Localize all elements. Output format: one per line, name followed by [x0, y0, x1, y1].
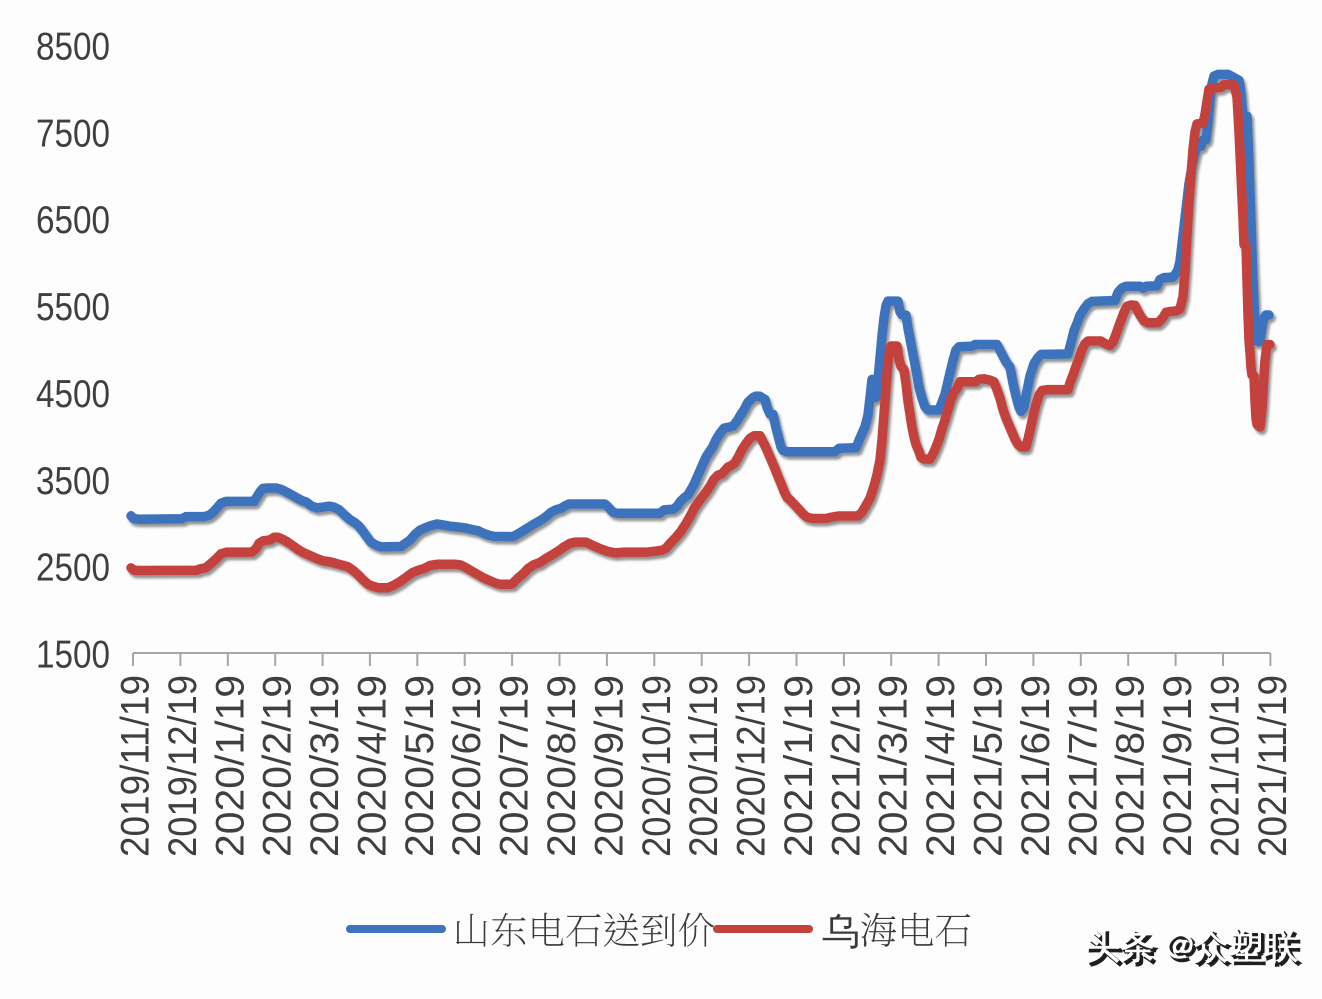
svg-text:2020/8/19: 2020/8/19 [540, 675, 584, 857]
svg-text:2020/4/19: 2020/4/19 [350, 675, 394, 857]
svg-text:2020/7/19: 2020/7/19 [493, 675, 537, 857]
svg-text:2021/3/19: 2021/3/19 [872, 675, 916, 857]
svg-text:2021/1/19: 2021/1/19 [777, 675, 821, 857]
svg-text:2021/10/19: 2021/10/19 [1204, 675, 1248, 857]
svg-text:2020/12/19: 2020/12/19 [730, 675, 774, 857]
svg-text:5500: 5500 [36, 286, 110, 329]
svg-text:2019/12/19: 2019/12/19 [161, 675, 205, 857]
svg-text:2020/11/19: 2020/11/19 [682, 675, 726, 857]
svg-text:2020/6/19: 2020/6/19 [445, 675, 489, 857]
svg-text:2020/9/19: 2020/9/19 [587, 675, 631, 857]
svg-text:2021/6/19: 2021/6/19 [1014, 675, 1058, 857]
svg-text:2021/4/19: 2021/4/19 [919, 675, 963, 857]
svg-text:2020/10/19: 2020/10/19 [635, 675, 679, 857]
svg-text:2021/7/19: 2021/7/19 [1061, 675, 1105, 857]
svg-text:2500: 2500 [36, 547, 110, 590]
svg-text:2020/3/19: 2020/3/19 [303, 675, 347, 857]
svg-text:7500: 7500 [36, 112, 110, 155]
svg-text:1500: 1500 [36, 634, 110, 677]
svg-text:3500: 3500 [36, 460, 110, 503]
svg-text:4500: 4500 [36, 373, 110, 416]
svg-text:2021/9/19: 2021/9/19 [1156, 675, 1200, 857]
svg-text:2020/1/19: 2020/1/19 [208, 675, 252, 857]
svg-text:2021/5/19: 2021/5/19 [967, 675, 1011, 857]
svg-text:2021/11/19: 2021/11/19 [1251, 675, 1295, 857]
svg-text:6500: 6500 [36, 199, 110, 242]
svg-text:2020/2/19: 2020/2/19 [256, 675, 300, 857]
svg-text:2019/11/19: 2019/11/19 [114, 675, 158, 857]
svg-text:2020/5/19: 2020/5/19 [398, 675, 442, 857]
svg-text:2021/2/19: 2021/2/19 [824, 675, 868, 857]
svg-text:8500: 8500 [36, 26, 110, 69]
svg-text:2021/8/19: 2021/8/19 [1109, 675, 1153, 857]
